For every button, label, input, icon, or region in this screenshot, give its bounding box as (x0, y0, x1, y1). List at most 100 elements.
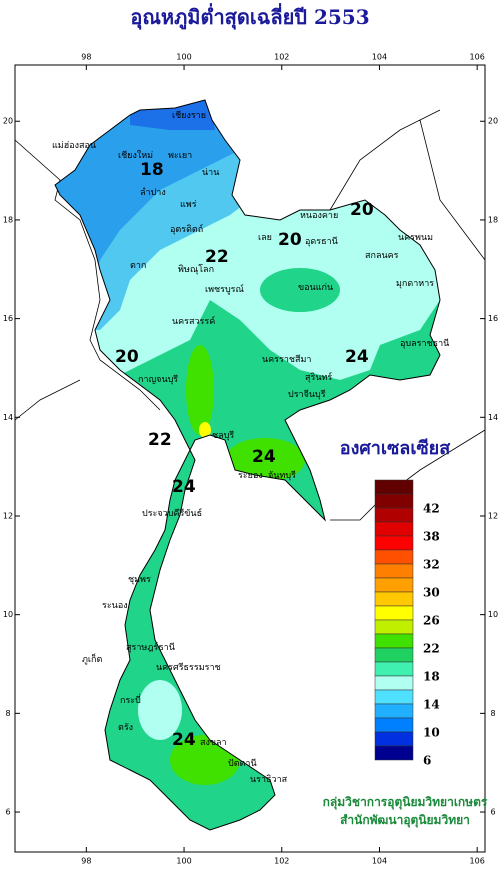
x-tick-label: 102 (274, 857, 289, 866)
legend-swatch (374, 675, 414, 691)
legend-label: 38 (423, 530, 440, 544)
legend-label: 26 (423, 614, 440, 628)
x-tick-label: 102 (274, 53, 289, 62)
y-tick-label: 18 (3, 215, 13, 224)
place-labels: เชียงราย เชียงใหม่ พะเยา น่าน ลำปาง แพร่… (52, 110, 449, 785)
legend-title: องศาเซลเซียส (340, 438, 451, 459)
legend-label: 10 (423, 726, 440, 740)
y-tick-label: 16 (488, 314, 498, 323)
x-tick-label: 104 (372, 53, 387, 62)
contour-label: 24 (172, 477, 196, 497)
legend-swatch (374, 591, 414, 607)
place-label: ขอนแก่น (298, 283, 333, 293)
place-label: ตรัง (118, 723, 133, 733)
color-legend: 42 38 32 30 26 22 18 14 10 6 (374, 479, 440, 768)
contour-label: 20 (278, 230, 302, 250)
credit-line: กลุ่มวิชาการอุตุนิยมวิทยาเกษตร (323, 795, 488, 810)
legend-swatch (374, 535, 414, 551)
x-tick-label: 104 (372, 857, 387, 866)
y-tick-label: 18 (488, 215, 498, 224)
legend-swatch (374, 563, 414, 579)
legend-swatch (374, 731, 414, 747)
y-tick-label: 14 (488, 413, 498, 422)
y-tick-label: 12 (488, 511, 498, 520)
legend-swatch (374, 633, 414, 649)
x-tick-label: 98 (81, 53, 91, 62)
legend-swatch (374, 479, 414, 495)
place-label: ภูเก็ต (82, 652, 102, 665)
legend-swatch (374, 745, 414, 761)
contour-labels: 18 22 20 20 20 22 24 24 24 24 (115, 160, 374, 750)
y-tick-label: 6 (490, 808, 495, 817)
country-outline (54, 99, 441, 831)
place-label: เชียงราย (172, 110, 206, 121)
legend-label: 42 (423, 502, 440, 516)
legend-swatch (374, 717, 414, 733)
legend-swatch (374, 661, 414, 677)
place-label: สกลนคร (365, 251, 399, 261)
place-label: ระยอง (238, 471, 263, 481)
place-label: กระบี่ (120, 693, 141, 706)
y-tick-label: 20 (3, 117, 13, 126)
contour-label: 24 (345, 347, 369, 367)
credit-line: สำนักพัฒนาอุตุนิยมวิทยา (340, 813, 470, 828)
contour-label: 22 (205, 247, 229, 267)
place-label: ลำปาง (140, 187, 166, 198)
place-label: นครสวรรค์ (172, 315, 215, 327)
x-tick-label: 100 (176, 53, 191, 62)
place-label: เลย (258, 233, 272, 243)
place-label: ระนอง (102, 601, 128, 611)
y-tick-label: 20 (488, 117, 498, 126)
legend-swatch (374, 577, 414, 593)
place-label: ปัตตานี (228, 758, 257, 769)
place-label: สงขลา (200, 738, 227, 748)
legend-swatch (374, 605, 414, 621)
legend-label: 18 (423, 670, 440, 684)
place-label: ชุมพร (128, 575, 151, 585)
place-label: พิษณุโลก (178, 264, 214, 275)
y-tick-label: 14 (3, 413, 13, 422)
legend-swatch (374, 493, 414, 509)
contour-label: 22 (148, 430, 172, 450)
contour-label: 18 (140, 160, 164, 180)
place-label: พะเยา (168, 151, 192, 161)
y-tick-label: 16 (3, 314, 13, 323)
y-tick-label: 6 (5, 808, 10, 817)
legend-swatch (374, 549, 414, 565)
place-label: อุบลราชธานี (400, 338, 449, 349)
y-tick-label: 8 (5, 709, 10, 718)
y-tick-label: 10 (488, 610, 498, 619)
place-label: นครราชสีมา (262, 354, 311, 365)
x-tick-label: 98 (81, 857, 91, 866)
place-label: มุกดาหาร (396, 279, 434, 289)
contour-label: 20 (350, 200, 374, 220)
legend-swatch (374, 619, 414, 635)
place-label: นราธิวาส (250, 774, 288, 785)
place-label: สุราษฎร์ธานี (126, 641, 175, 653)
place-label: หนองคาย (300, 211, 338, 221)
place-label: จันทบุรี (268, 470, 296, 481)
place-label: เชียงใหม่ (118, 150, 153, 161)
x-tick-label: 106 (470, 857, 485, 866)
place-label: ประจวบคีรีขันธ์ (142, 507, 202, 519)
place-label: ชลบุรี (212, 430, 234, 441)
place-label: อุตรดิตถ์ (170, 223, 203, 235)
legend-label: 30 (423, 586, 440, 600)
contour-label: 20 (115, 347, 139, 367)
legend-swatch (374, 521, 414, 537)
place-label: นครศรีธรรมราช (156, 662, 221, 673)
place-label: สุรินทร์ (305, 371, 332, 383)
legend-swatch (374, 507, 414, 523)
y-tick-label: 8 (490, 709, 495, 718)
y-tick-label: 10 (3, 610, 13, 619)
place-label: นครพนม (398, 233, 433, 243)
x-tick-label: 106 (470, 53, 485, 62)
place-label: น่าน (202, 168, 219, 178)
place-label: อุดรธานี (305, 236, 338, 247)
contour-label: 24 (172, 730, 196, 750)
y-tick-label: 12 (3, 511, 13, 520)
legend-swatch (374, 689, 414, 705)
place-label: กาญจนบุรี (138, 374, 178, 385)
